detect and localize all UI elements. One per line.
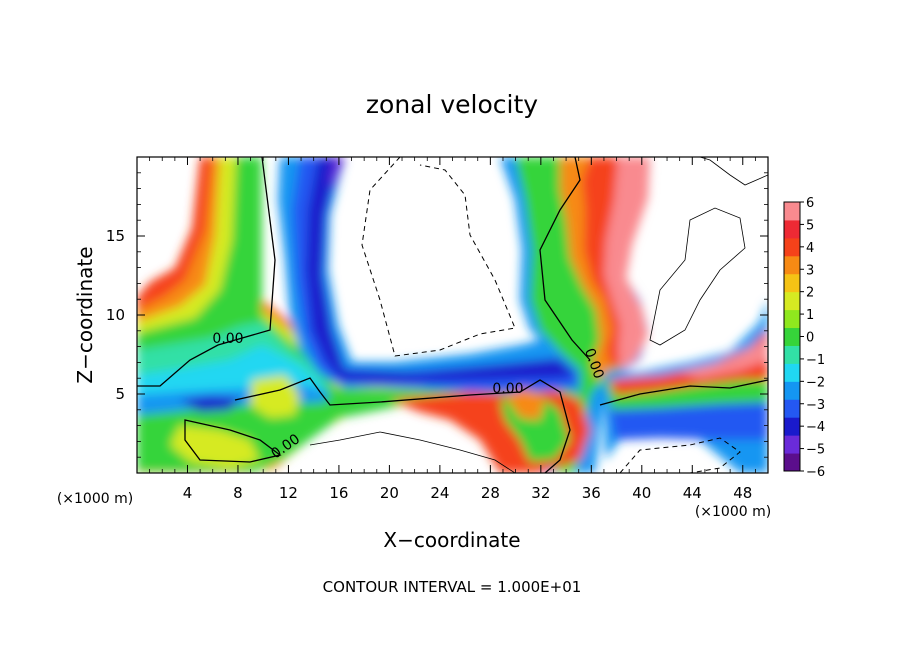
x-tick-label: 44 [683,484,702,502]
colorbar-tick-label: 2 [806,286,814,301]
colorbar-swatch [784,381,800,400]
colorbar-tick-label: −6 [806,465,825,480]
y-tick-label: 5 [115,385,125,403]
contour-interval-footer: CONTOUR INTERVAL = 1.000E+01 [323,578,582,596]
colorbar-swatch [784,273,800,293]
x-axis-unit-right: (×1000 m) [695,504,771,520]
colorbar-tick-label: 0 [806,331,814,346]
colorbar-swatch [784,219,800,239]
colorbar-tick-label: 4 [806,241,814,256]
y-axis: 5 10 15 [106,172,768,458]
colorbar-tick-label: −1 [806,353,825,368]
colorbar-swatch [784,309,800,329]
x-tick-label: 8 [233,484,243,502]
colorbar-tick-label: 5 [806,218,814,233]
colorbar-tick-label: −4 [806,420,825,435]
colorbar-swatch [784,237,800,257]
x-axis: 4 8 12 16 20 24 28 32 36 40 44 48 [149,157,756,502]
y-axis-label: Z−coordinate [73,246,97,383]
colorbar-swatch [784,202,800,221]
chart-title: zonal velocity [366,90,538,119]
contour-label: 0.00 [212,331,243,347]
colorbar-tick-label: 3 [806,263,814,278]
colorbar-swatch [784,291,800,311]
x-axis-unit-left: (×1000 m) [57,491,133,507]
colorbar-swatch [784,327,800,346]
colorbar-tick-label: 6 [806,196,814,211]
colorbar-swatch [784,435,800,454]
colorbar: 6 5 4 3 2 1 0 −1 −2 −3 −4 −5 −6 [783,196,825,480]
x-tick-label: 12 [279,484,298,502]
x-tick-label: 16 [329,484,348,502]
x-tick-label: 48 [733,484,752,502]
colorbar-tick-label: −3 [806,398,825,413]
colorbar-swatch [784,363,800,382]
y-tick-label: 10 [106,306,125,324]
colorbar-tick-label: 1 [806,308,814,323]
colorbar-tick-label: −5 [806,443,825,458]
contour-label: 0.00 [492,381,523,397]
colorbar-tick-label: −2 [806,375,825,390]
x-tick-label: 24 [430,484,449,502]
x-tick-label: 40 [632,484,651,502]
colorbar-swatch [784,453,800,472]
x-tick-label: 32 [531,484,550,502]
x-axis-label: X−coordinate [383,528,520,552]
y-tick-label: 15 [106,227,125,245]
colorbar-swatch [784,255,800,275]
colorbar-swatch [784,399,800,418]
colorbar-swatch [784,417,800,436]
x-tick-label: 4 [183,484,193,502]
x-tick-label: 20 [380,484,399,502]
plot-area [137,157,768,473]
colorbar-swatch [784,345,800,364]
x-tick-label: 28 [481,484,500,502]
x-tick-label: 36 [582,484,601,502]
